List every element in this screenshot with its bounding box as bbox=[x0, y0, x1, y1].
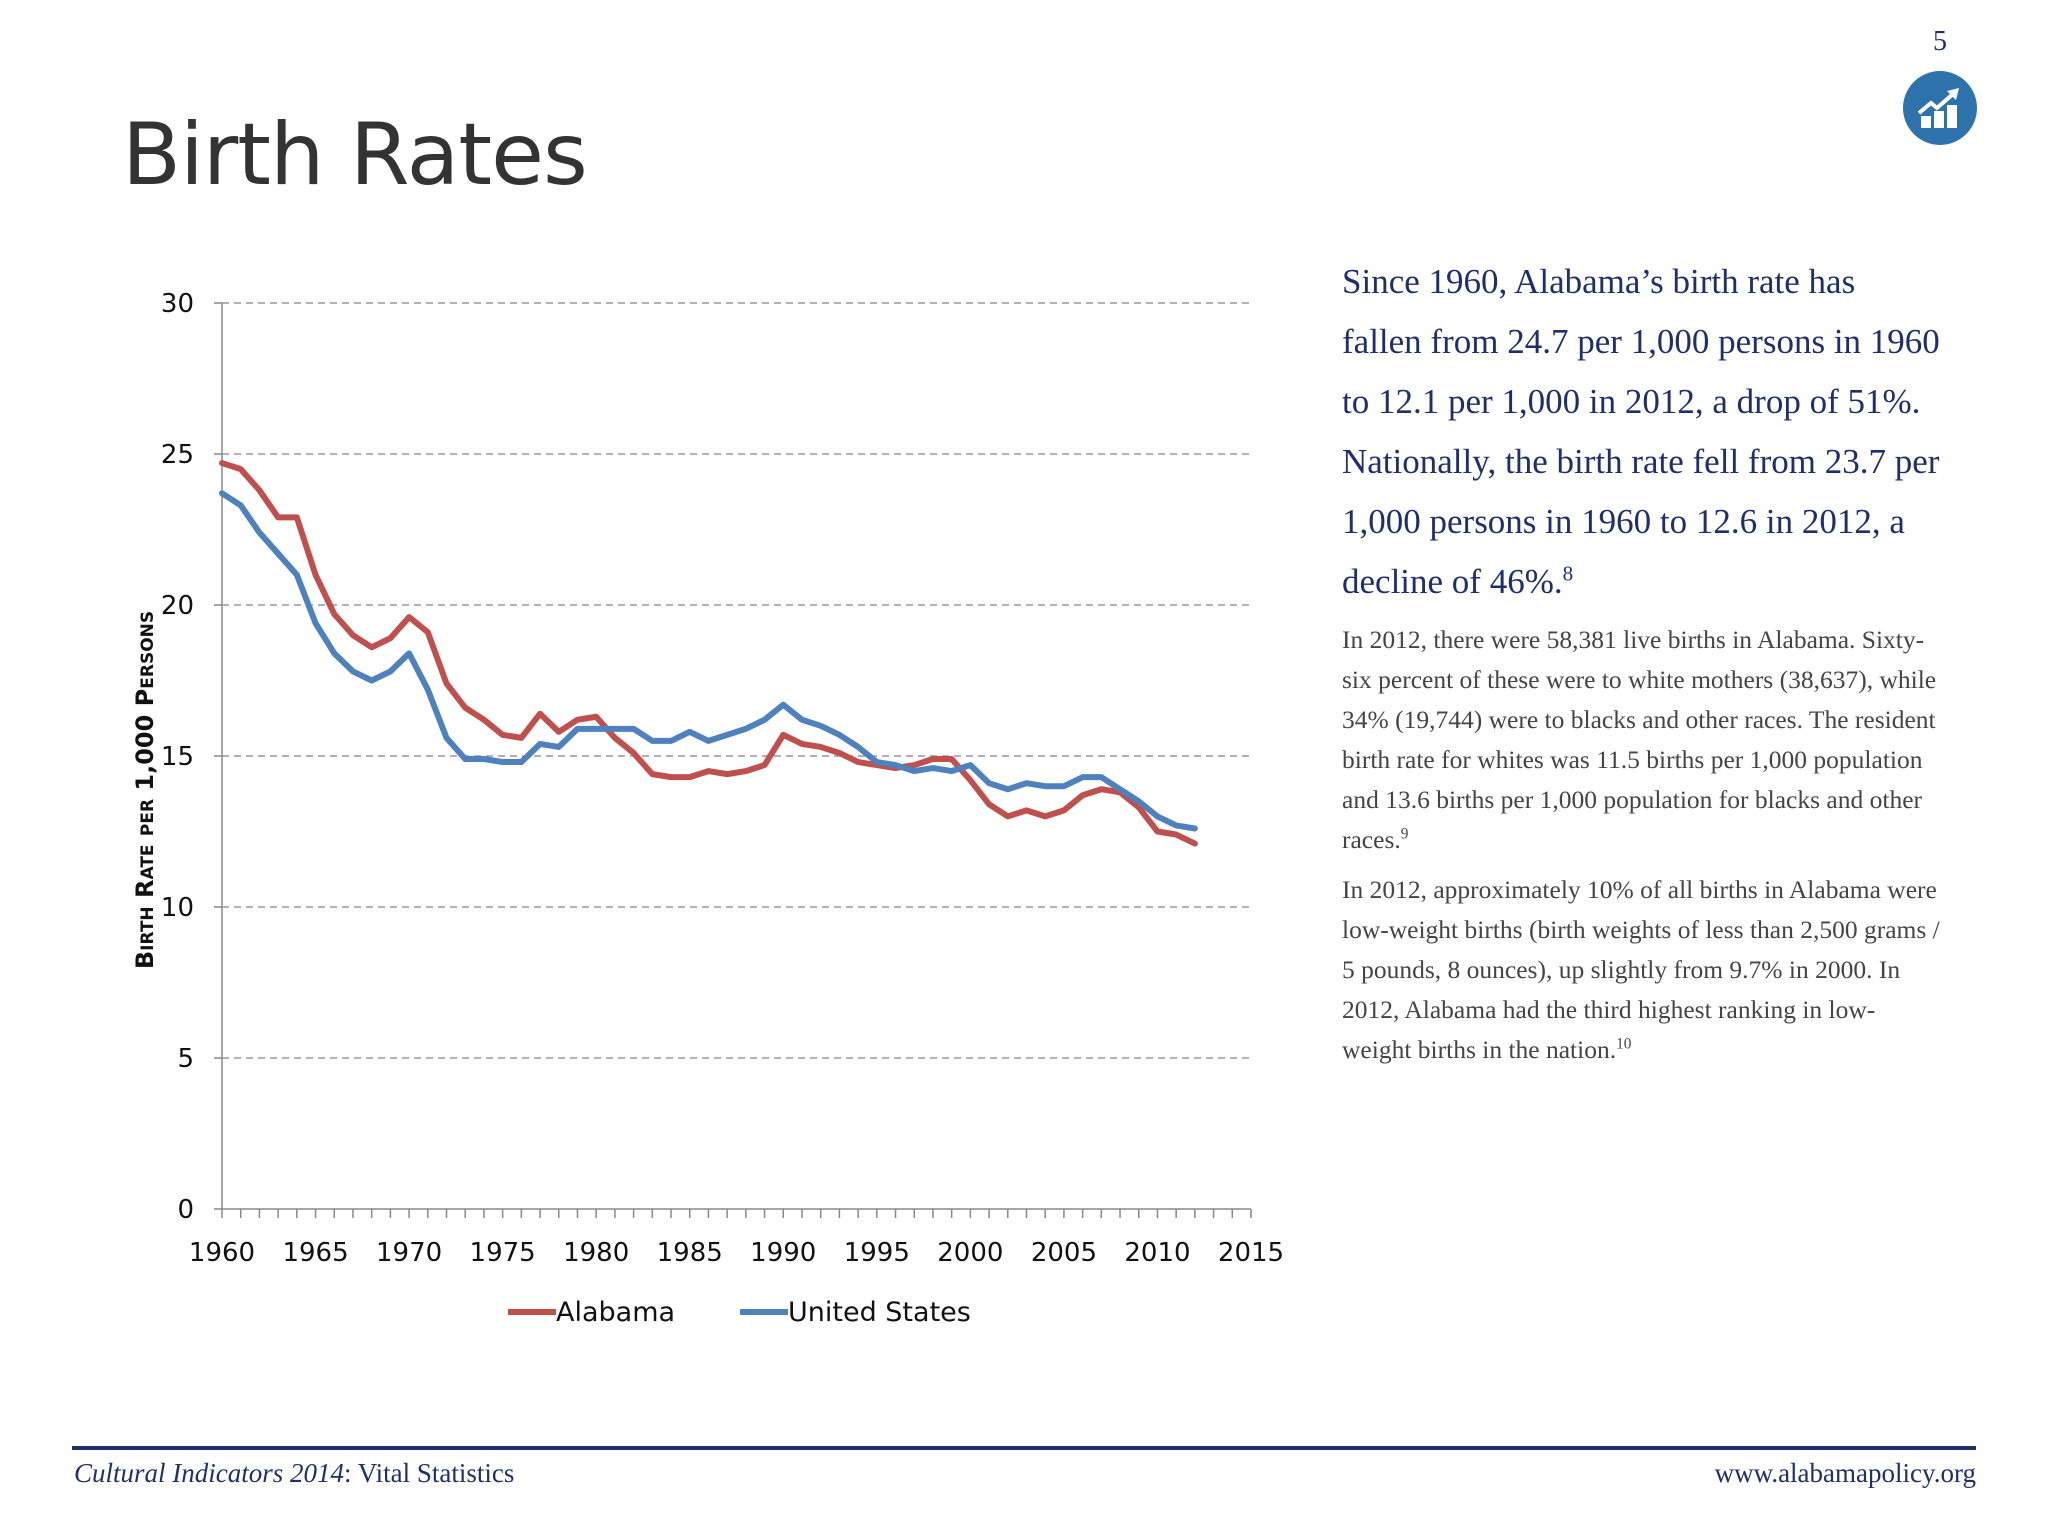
birth-rate-chart: 0 5 10 15 20 25 30 1960 1965 1970 1975 1980 1985 1990… bbox=[131, 289, 1284, 1328]
footer-website[interactable]: www.alabamapolicy.org bbox=[1714, 1458, 1976, 1488]
y-tick-label: 0 bbox=[177, 1195, 194, 1225]
y-tick-label: 25 bbox=[161, 440, 194, 470]
lead-paragraph: Since 1960, Alabama’s birth rate has fal… bbox=[1342, 262, 1940, 601]
y-tick-label: 30 bbox=[161, 289, 194, 319]
page-title: Birth Rates bbox=[122, 105, 588, 205]
x-tick-label: 1975 bbox=[470, 1238, 536, 1268]
x-tick-label: 1965 bbox=[282, 1238, 348, 1268]
text-column: Since 1960, Alabama’s birth rate has fal… bbox=[1342, 252, 1942, 1080]
y-tick-label: 20 bbox=[161, 591, 194, 621]
y-tick-label: 15 bbox=[161, 742, 194, 772]
x-tick-label: 1970 bbox=[376, 1238, 442, 1268]
footer-rule bbox=[72, 1446, 1976, 1450]
chart-growth-icon bbox=[1903, 71, 1977, 145]
series-line-united-states bbox=[219, 490, 1198, 832]
legend-label: United States bbox=[788, 1297, 971, 1328]
legend-label: Alabama bbox=[556, 1297, 675, 1328]
x-tick-label: 2005 bbox=[1031, 1238, 1097, 1268]
x-tick-label: 2015 bbox=[1218, 1238, 1284, 1268]
x-tick-label: 1985 bbox=[657, 1238, 723, 1268]
low-weight-paragraph: In 2012, approximately 10% of all births… bbox=[1342, 875, 1940, 1064]
births-paragraph: In 2012, there were 58,381 live births i… bbox=[1342, 625, 1937, 854]
x-tick-label: 1990 bbox=[750, 1238, 816, 1268]
footer-publication: Cultural Indicators 2014: Vital Statisti… bbox=[74, 1458, 515, 1488]
x-tick-label: 1995 bbox=[844, 1238, 910, 1268]
y-tick-label: 5 bbox=[177, 1044, 194, 1074]
x-tick-label: 1980 bbox=[563, 1238, 629, 1268]
x-tick-label: 2010 bbox=[1124, 1238, 1190, 1268]
y-axis-label: Birth Rate per 1,000 Persons bbox=[131, 611, 159, 969]
page-number: 5 bbox=[1933, 26, 1947, 57]
y-tick-label: 10 bbox=[161, 893, 194, 923]
x-tick-label: 1960 bbox=[189, 1238, 255, 1268]
x-tick-label: 2000 bbox=[937, 1238, 1003, 1268]
